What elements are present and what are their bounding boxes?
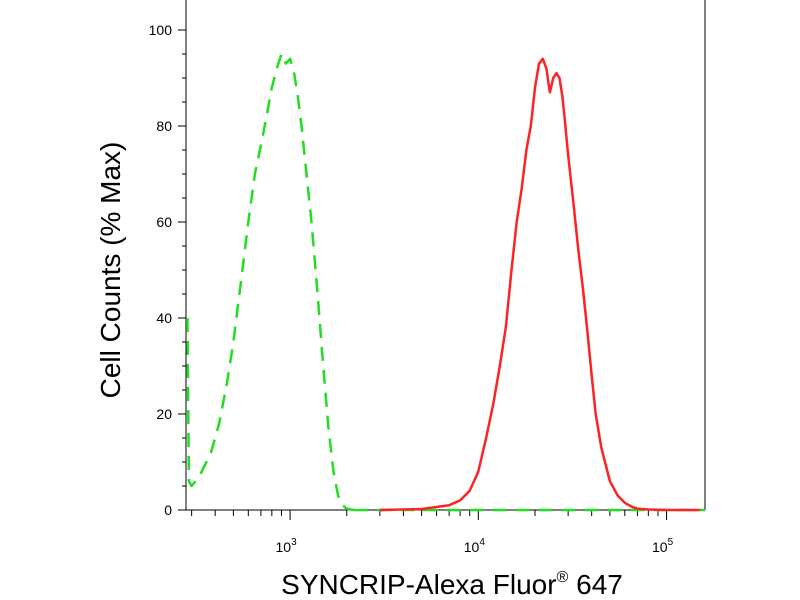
syncrip-histogram-line [379,57,700,512]
y-tick-label: 100 [149,22,173,38]
y-tick-label: 20 [156,406,172,422]
plot-frame [185,0,706,511]
x-axis-title-registered-mark: ® [557,569,569,586]
x-tick-label: 103 [276,537,298,555]
y-tick-label: 80 [156,118,172,134]
series-layer [186,52,705,512]
x-axis-title-main: SYNCRIP-Alexa Fluor [281,569,556,600]
y-axis-title: Cell Counts (% Max) [95,142,126,399]
x-axis-title: SYNCRIP-Alexa Fluor® 647 [281,569,623,600]
y-tick-label: 40 [156,310,172,326]
x-tick-label: 104 [464,537,486,555]
x-axis-title-tail: 647 [568,569,623,600]
control-histogram-line [186,52,355,512]
x-axis: 103 104 105 [191,510,674,555]
y-tick-label: 60 [156,214,172,230]
y-axis: 0 20 40 60 80 100 [149,22,186,518]
x-tick-label: 105 [652,537,674,555]
y-tick-label: 0 [164,502,172,518]
